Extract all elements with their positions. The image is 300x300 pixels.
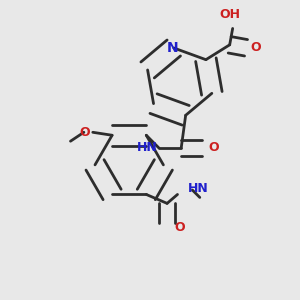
Text: HN: HN — [137, 141, 158, 154]
Text: O: O — [208, 142, 219, 154]
Text: O: O — [175, 221, 185, 234]
Text: O: O — [250, 41, 261, 54]
Text: HN: HN — [188, 182, 208, 195]
Text: O: O — [79, 126, 90, 139]
Text: OH: OH — [219, 8, 240, 21]
Text: N: N — [167, 41, 178, 55]
